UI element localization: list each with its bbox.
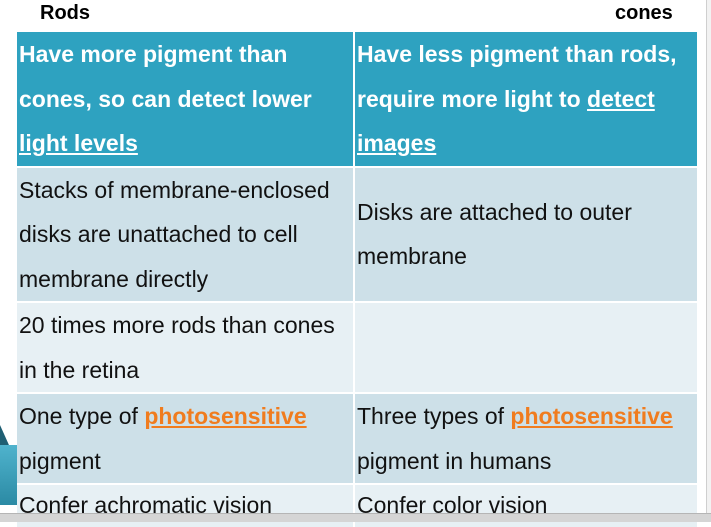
rods-cell: Stacks of membrane-enclosed disks are un…	[17, 165, 355, 302]
table-row: 20 times more rods than cones in the ret…	[17, 301, 699, 393]
photosensitive-link[interactable]: photosensitive	[144, 403, 307, 429]
table-row: One type of photosensitive pigment Three…	[17, 392, 699, 484]
rods-header-cell: Have more pigment than cones, so can det…	[17, 32, 355, 167]
rods-pigment-suffix: pigment	[19, 447, 101, 474]
table-row: Stacks of membrane-enclosed disks are un…	[17, 165, 699, 302]
rods-heading: Rods	[40, 2, 90, 24]
cones-header-text: Have less pigment than rods, require mor…	[357, 41, 677, 112]
bottom-bar	[0, 513, 711, 522]
slide-decoration-light	[0, 445, 20, 505]
table-header-row: Have more pigment than cones, so can det…	[17, 32, 699, 167]
rods-cones-table: Have more pigment than cones, so can det…	[17, 32, 699, 527]
cones-cell: Three types of photosensitive pigment in…	[354, 392, 699, 484]
rods-cell: 20 times more rods than cones in the ret…	[17, 301, 355, 393]
photosensitive-link[interactable]: photosensitive	[510, 403, 673, 429]
scrollbar-edge	[706, 0, 711, 513]
cones-header-underlined: detect images	[357, 85, 655, 157]
cones-heading: cones	[615, 2, 673, 24]
cones-pigment-prefix: Three types of	[357, 403, 505, 429]
rods-header-text: Have more pigment than cones, so can det…	[19, 41, 312, 112]
rods-header-underlined: light levels	[19, 130, 138, 156]
rods-pigment-prefix: One type of	[19, 403, 138, 429]
cones-cell: Disks are attached to outer membrane	[354, 165, 699, 302]
cones-cell	[354, 301, 699, 393]
cones-header-cell: Have less pigment than rods, require mor…	[354, 32, 699, 167]
cones-pigment-suffix: pigment in humans	[357, 447, 552, 474]
rods-cell: One type of photosensitive pigment	[17, 392, 355, 484]
